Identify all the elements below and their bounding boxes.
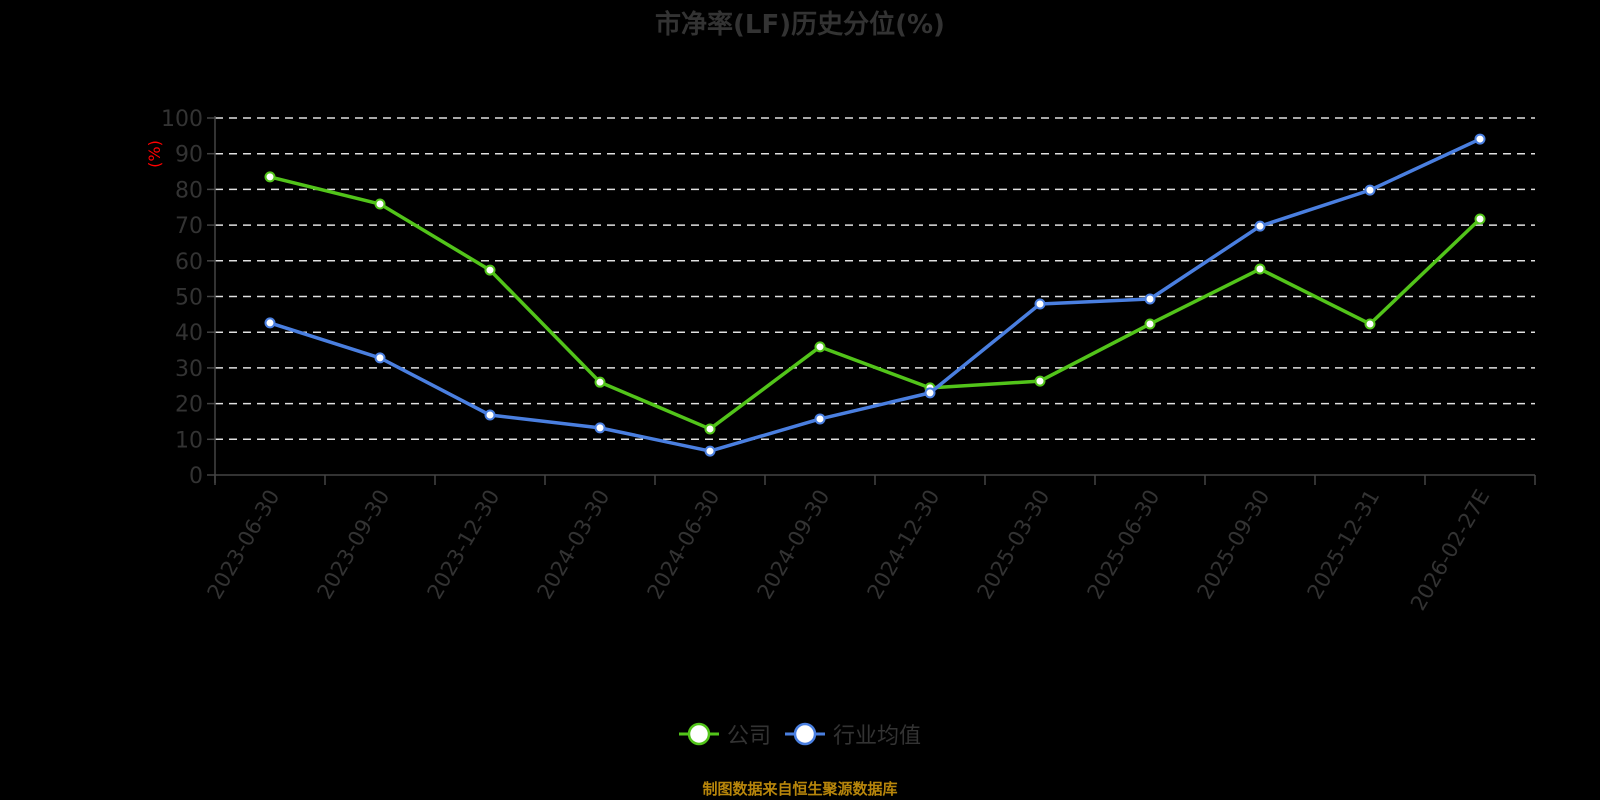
data-point[interactable] [374,352,386,364]
x-tick-label: 2025-06-30 [1083,486,1165,604]
legend-item-industry-average[interactable]: 行业均值 [785,718,921,750]
legend-label-industry-average: 行业均值 [833,724,922,749]
y-tick-label: 50 [175,286,203,311]
data-point[interactable] [1474,213,1486,225]
data-point[interactable] [1034,375,1046,387]
legend-item-company[interactable]: 公司 [678,718,771,750]
data-point[interactable] [704,445,716,457]
x-tick-label: 2023-06-30 [203,486,285,604]
y-tick-label: 20 [175,393,203,418]
data-point[interactable] [264,317,276,329]
x-tick-label: 2026-02-27E [1406,486,1494,615]
data-point[interactable] [1144,318,1156,330]
data-point[interactable] [1254,220,1266,232]
company-line [269,175,1482,431]
y-tick-label: 0 [189,464,203,489]
x-tick-label: 2024-06-30 [643,486,725,604]
data-point[interactable] [1474,133,1486,145]
x-tick-label: 2025-09-30 [1193,486,1275,604]
data-point[interactable] [264,171,276,183]
legend: 公司 行业均值 [0,718,1600,750]
company-series-icon [678,722,719,746]
y-tick-label: 10 [175,428,203,453]
y-tick-label: 90 [175,143,203,168]
legend-label-company: 公司 [726,724,771,749]
x-tick-label: 2023-09-30 [313,486,395,604]
y-tick-label: 60 [175,250,203,275]
data-point[interactable] [1364,318,1376,330]
data-point[interactable] [814,413,826,425]
x-tick-label: 2023-12-30 [423,486,505,604]
y-axis-label: (%) [145,140,164,168]
data-point[interactable] [704,423,716,435]
y-tick-label: 80 [175,178,203,203]
data-point[interactable] [1254,263,1266,275]
data-source-note: 制图数据来自恒生聚源数据库 [702,780,898,798]
y-tick-label: 40 [175,321,203,346]
industry-series-icon [785,722,825,746]
data-point[interactable] [374,198,386,210]
x-tick-label: 2024-12-30 [863,486,945,604]
x-tick-label: 2024-03-30 [533,486,615,604]
data-point[interactable] [594,422,606,434]
x-tick-label: 2025-03-30 [973,486,1055,604]
data-point[interactable] [1144,293,1156,305]
data-point[interactable] [594,376,606,388]
data-point[interactable] [1034,298,1046,310]
data-point[interactable] [814,341,826,353]
y-tick-label: 70 [175,214,203,239]
y-tick-label: 100 [161,107,203,132]
data-point[interactable] [924,387,936,399]
chart-title: 市净率(LF)历史分位(%) [655,10,945,40]
y-tick-label: 30 [175,357,203,382]
data-point[interactable] [484,409,496,421]
data-point[interactable] [1364,184,1376,196]
data-point[interactable] [484,264,496,276]
x-tick-label: 2025-12-31 [1303,486,1385,604]
x-tick-label: 2024-09-30 [753,486,835,604]
industry-average-line [269,137,1481,453]
